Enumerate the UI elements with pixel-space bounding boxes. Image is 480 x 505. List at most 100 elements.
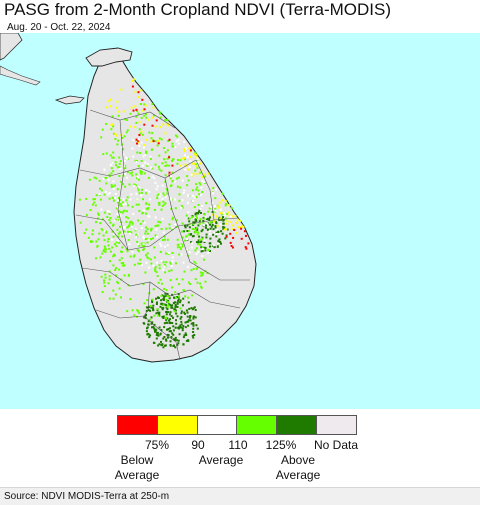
- ndvi-pixel: [145, 226, 148, 229]
- ndvi-pixel: [245, 247, 248, 250]
- ndvi-pixel: [118, 268, 121, 271]
- ndvi-pixel: [150, 229, 153, 232]
- ndvi-pixel: [131, 251, 134, 254]
- ndvi-pixel: [133, 183, 136, 186]
- ndvi-pixel: [204, 280, 207, 283]
- ndvi-pixel: [212, 233, 215, 236]
- ndvi-pixel: [126, 119, 129, 121]
- ndvi-pixel: [182, 343, 185, 346]
- ndvi-pixel: [201, 255, 204, 257]
- ndvi-pixel: [225, 235, 228, 238]
- ndvi-pixel: [136, 249, 139, 252]
- ndvi-pixel: [168, 223, 171, 226]
- ndvi-pixel: [166, 317, 169, 320]
- ndvi-pixel: [153, 177, 156, 180]
- ndvi-pixel: [159, 112, 161, 115]
- ndvi-pixel: [164, 174, 167, 177]
- ndvi-pixel: [79, 221, 82, 224]
- ndvi-pixel: [140, 130, 143, 133]
- ndvi-pixel: [118, 214, 121, 217]
- ndvi-pixel: [195, 324, 198, 327]
- ndvi-pixel: [152, 140, 155, 143]
- ndvi-pixel: [142, 249, 145, 251]
- ndvi-pixel: [204, 175, 207, 178]
- swatch-no-data: [317, 416, 356, 434]
- ndvi-pixel: [155, 312, 158, 315]
- ndvi-pixel: [112, 224, 114, 227]
- ndvi-pixel: [111, 230, 114, 233]
- ndvi-pixel: [97, 238, 100, 241]
- ndvi-pixel: [163, 295, 166, 298]
- ndvi-pixel: [220, 212, 223, 214]
- ndvi-pixel: [118, 259, 121, 262]
- ndvi-pixel: [209, 221, 212, 224]
- ndvi-pixel: [129, 232, 132, 235]
- ndvi-pixel: [164, 245, 166, 248]
- ndvi-pixel: [175, 319, 177, 322]
- ndvi-pixel: [137, 203, 140, 206]
- ndvi-pixel: [168, 295, 171, 298]
- ndvi-pixel: [156, 261, 158, 264]
- ndvi-pixel: [195, 156, 198, 159]
- ndvi-pixel: [166, 189, 169, 192]
- ndvi-pixel: [153, 208, 156, 211]
- ndvi-pixel: [196, 281, 199, 284]
- ndvi-pixel: [147, 332, 150, 335]
- ndvi-pixel: [193, 260, 196, 263]
- ndvi-pixel: [174, 207, 177, 210]
- ndvi-pixel: [222, 216, 224, 219]
- ndvi-pixel: [162, 346, 165, 349]
- ndvi-pixel: [176, 135, 179, 138]
- ndvi-pixel: [114, 218, 117, 221]
- ndvi-pixel: [145, 152, 148, 155]
- ndvi-pixel: [164, 165, 167, 167]
- ndvi-pixel: [199, 243, 202, 246]
- ndvi-pixel: [160, 138, 163, 141]
- ndvi-pixel: [192, 323, 195, 326]
- ndvi-pixel: [151, 299, 153, 302]
- ndvi-pixel: [214, 205, 216, 208]
- ndvi-pixel: [158, 168, 161, 171]
- ndvi-pixel: [121, 226, 124, 229]
- ndvi-pixel: [200, 274, 203, 277]
- ndvi-pixel: [120, 296, 122, 299]
- ndvi-pixel: [105, 231, 108, 234]
- ndvi-pixel: [181, 230, 184, 233]
- ndvi-pixel: [158, 111, 161, 114]
- ndvi-pixel: [196, 228, 199, 231]
- ndvi-pixel: [113, 219, 116, 222]
- ndvi-pixel: [123, 209, 126, 212]
- ndvi-pixel: [120, 146, 123, 149]
- ndvi-pixel: [186, 315, 189, 318]
- ndvi-pixel: [191, 228, 194, 230]
- ndvi-pixel: [108, 212, 111, 215]
- ndvi-pixel: [105, 106, 108, 109]
- ndvi-pixel: [100, 136, 103, 139]
- ndvi-pixel: [126, 226, 129, 229]
- ndvi-pixel: [138, 209, 141, 212]
- ndvi-pixel: [156, 185, 159, 188]
- ndvi-pixel: [237, 218, 240, 221]
- ndvi-pixel: [122, 203, 125, 206]
- ndvi-pixel: [183, 157, 186, 160]
- footer-bar: Source: NDVI MODIS-Terra at 250-m: [0, 487, 480, 505]
- ndvi-pixel: [208, 218, 211, 221]
- ndvi-pixel: [118, 204, 121, 207]
- ndvi-pixel: [145, 330, 148, 333]
- ndvi-pixel: [217, 239, 220, 242]
- ndvi-pixel: [157, 220, 160, 223]
- ndvi-pixel: [102, 153, 105, 156]
- ndvi-pixel: [229, 241, 232, 244]
- ndvi-pixel: [97, 213, 100, 216]
- ndvi-pixel: [145, 261, 148, 264]
- ndvi-pixel: [215, 233, 218, 235]
- ndvi-pixel: [115, 241, 118, 244]
- ndvi-pixel: [134, 229, 137, 232]
- ndvi-pixel: [172, 180, 175, 182]
- ndvi-pixel: [107, 210, 110, 212]
- ndvi-pixel: [230, 221, 233, 223]
- ndvi-pixel: [176, 177, 179, 180]
- ndvi-pixel: [171, 252, 174, 254]
- ndvi-pixel: [139, 258, 142, 261]
- map-title: PASG from 2-Month Cropland NDVI (Terra-M…: [4, 0, 391, 19]
